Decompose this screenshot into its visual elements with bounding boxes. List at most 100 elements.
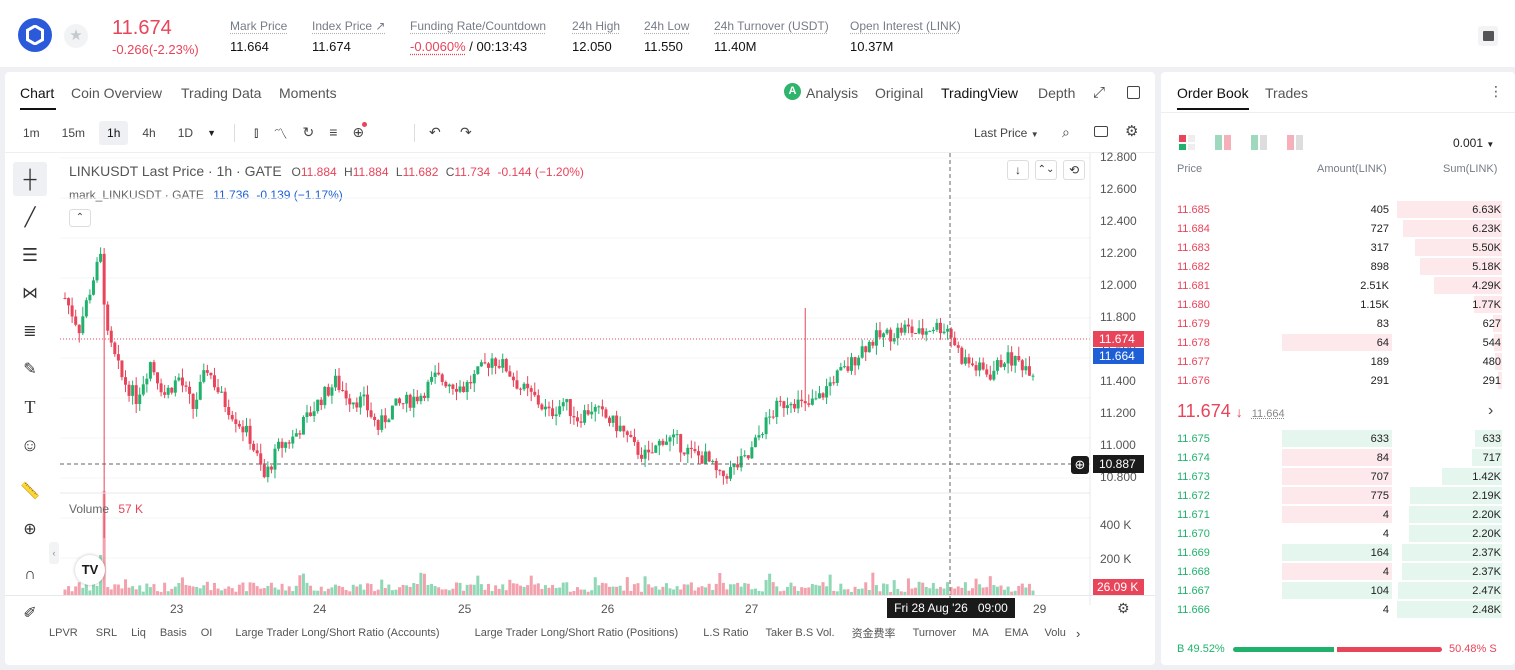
stat-mark-price[interactable]: Mark Price 11.664 <box>230 19 288 54</box>
view-both-icon[interactable] <box>1179 135 1195 150</box>
view-original[interactable]: Original <box>875 85 924 101</box>
chevron-right-icon[interactable]: › <box>1488 402 1494 419</box>
bid-row[interactable]: 11.668 4 2.37K <box>1161 562 1515 581</box>
bid-row[interactable]: 11.672 775 2.19K <box>1161 486 1515 505</box>
timeframe-15m[interactable]: 15m <box>61 126 86 140</box>
volume-bar <box>248 582 252 595</box>
bid-row[interactable]: 11.670 4 2.20K <box>1161 524 1515 543</box>
ask-row[interactable]: 11.682 898 5.18K <box>1161 257 1515 276</box>
indicator-next-icon[interactable]: › <box>1075 625 1081 641</box>
candle <box>444 380 448 389</box>
view-split-icon[interactable] <box>1215 135 1231 150</box>
bid-row[interactable]: 11.673 707 1.42K <box>1161 467 1515 486</box>
add-compare-icon[interactable]: ⊕ <box>352 122 368 144</box>
search-icon[interactable]: ⌕ <box>1062 124 1070 140</box>
window-icon[interactable] <box>1127 86 1140 99</box>
ask-row[interactable]: 11.684 727 6.23K <box>1161 219 1515 238</box>
view-tradingview[interactable]: TradingView <box>941 85 1019 101</box>
indicator-lpvr[interactable]: LPVR <box>49 627 78 639</box>
pencil-lock-icon[interactable]: ✐ <box>23 605 37 622</box>
ask-row[interactable]: 11.683 317 5.50K <box>1161 238 1515 257</box>
ask-row[interactable]: 11.676 291 291 <box>1161 371 1515 390</box>
ask-row[interactable]: 11.679 83 627 <box>1161 314 1515 333</box>
trend-line-icon[interactable]: ╱ <box>24 206 36 227</box>
redo-icon[interactable]: ↷ <box>460 124 472 140</box>
indicator-ls-ratio[interactable]: L.S Ratio <box>703 627 749 639</box>
pattern-icon[interactable]: ⋈ <box>22 285 38 302</box>
tab-chart[interactable]: Chart <box>20 85 55 101</box>
reset-scale-icon[interactable]: ⟲ <box>1063 160 1085 180</box>
ask-row[interactable]: 11.678 64 544 <box>1161 333 1515 352</box>
tab-trades[interactable]: Trades <box>1265 85 1309 101</box>
indicator-large-trader-positions[interactable]: Large Trader Long/Short Ratio (Positions… <box>474 627 679 639</box>
ask-row[interactable]: 11.681 2.51K 4.29K <box>1161 276 1515 295</box>
tab-coin-overview[interactable]: Coin Overview <box>71 85 163 101</box>
replay-icon[interactable]: ↻ <box>302 124 315 140</box>
indicator-ma[interactable]: MA <box>972 627 989 639</box>
view-asks-icon[interactable] <box>1287 135 1303 150</box>
indicator-liq[interactable]: Liq <box>131 627 146 639</box>
price-type-select[interactable]: Last Price ▼ <box>974 126 1039 140</box>
tab-moments[interactable]: Moments <box>279 85 337 101</box>
timeframe-1m[interactable]: 1m <box>23 126 40 140</box>
fib-icon[interactable]: ≣ <box>23 323 37 340</box>
add-alert-icon[interactable]: ⊕ <box>1071 456 1089 474</box>
collapse-series-icon[interactable]: ⌃⌄ <box>1035 160 1057 180</box>
bid-row[interactable]: 11.671 4 2.20K <box>1161 505 1515 524</box>
timeframe-dropdown-icon[interactable]: ▼ <box>207 128 216 138</box>
favorite-star-icon[interactable]: ★ <box>64 24 88 48</box>
settings-gear-icon[interactable]: ⚙ <box>1125 123 1139 140</box>
indicator-oi[interactable]: OI <box>200 627 213 639</box>
view-bids-icon[interactable] <box>1251 135 1267 150</box>
bid-row[interactable]: 11.667 104 2.47K <box>1161 581 1515 600</box>
view-depth[interactable]: Depth <box>1038 85 1076 101</box>
candlestick-chart[interactable] <box>5 153 1155 605</box>
timeframe-1d[interactable]: 1D <box>177 126 194 140</box>
volume-bar <box>81 587 85 595</box>
indicator-turnover[interactable]: Turnover <box>912 627 957 639</box>
ask-row[interactable]: 11.680 1.15K 1.77K <box>1161 295 1515 314</box>
magnet-icon[interactable]: ∩ <box>24 566 36 583</box>
bid-row[interactable]: 11.669 164 2.37K <box>1161 543 1515 562</box>
stat-funding-rate[interactable]: Funding Rate/Countdown -0.0060% / 00:13:4… <box>410 19 547 54</box>
tab-order-book[interactable]: Order Book <box>1177 85 1249 101</box>
templates-icon[interactable]: ≡ <box>329 124 338 140</box>
horizontal-lines-icon[interactable]: ☰ <box>21 244 39 265</box>
book-icon[interactable] <box>1478 26 1498 46</box>
expand-icon[interactable]: ⤢ <box>1093 84 1106 101</box>
ruler-icon[interactable]: 📏 <box>20 483 40 500</box>
tab-trading-data[interactable]: Trading Data <box>181 85 262 101</box>
zoom-icon[interactable]: ⊕ <box>23 521 37 538</box>
timeframe-4h[interactable]: 4h <box>142 126 156 140</box>
text-icon[interactable]: T <box>24 396 36 417</box>
brush-icon[interactable]: ✎ <box>23 361 37 378</box>
bid-row[interactable]: 11.674 84 717 <box>1161 448 1515 467</box>
indicator-ema[interactable]: EMA <box>1004 627 1029 639</box>
indicator-taker-bs-vol[interactable]: Taker B.S Vol. <box>765 627 835 639</box>
undo-icon[interactable]: ↶ <box>429 124 441 140</box>
collapse-toolbar-icon[interactable]: ‹ <box>49 542 59 564</box>
scroll-down-icon[interactable]: ↓ <box>1007 160 1029 180</box>
stat-index-price[interactable]: Index Price ↗ 11.674 <box>312 19 386 54</box>
precision-select[interactable]: 0.001 ▼ <box>1453 136 1495 150</box>
ask-row[interactable]: 11.677 189 480 <box>1161 352 1515 371</box>
indicator-basis[interactable]: Basis <box>159 627 187 639</box>
indicator-srl[interactable]: SRL <box>95 627 118 639</box>
time-axis-settings-icon[interactable]: ⚙ <box>1117 600 1130 616</box>
view-analysis[interactable]: Analysis <box>806 85 859 101</box>
emoji-icon[interactable]: ☺ <box>20 434 40 455</box>
ob-last-price[interactable]: 11.674 ↓ 11.664 <box>1177 401 1285 422</box>
more-menu-icon[interactable]: ⋮ <box>1489 83 1503 99</box>
collapse-legend-button[interactable]: ⌃ <box>69 209 91 227</box>
indicator-funding-rate[interactable]: 资金费率 <box>851 628 896 640</box>
crosshair-icon[interactable]: ┼ <box>13 162 47 196</box>
timeframe-1h[interactable]: 1h <box>99 121 129 145</box>
indicators-icon[interactable]: 〽 <box>273 126 288 142</box>
bid-row[interactable]: 11.666 4 2.48K <box>1161 600 1515 619</box>
indicator-volume[interactable]: Volu <box>1044 627 1066 639</box>
indicator-large-trader-accounts[interactable]: Large Trader Long/Short Ratio (Accounts) <box>235 627 440 639</box>
bid-row[interactable]: 11.675 633 633 <box>1161 429 1515 448</box>
candle-type-icon[interactable]: ⫾ <box>254 124 259 140</box>
camera-icon[interactable] <box>1094 126 1108 137</box>
ask-row[interactable]: 11.685 405 6.63K <box>1161 200 1515 219</box>
